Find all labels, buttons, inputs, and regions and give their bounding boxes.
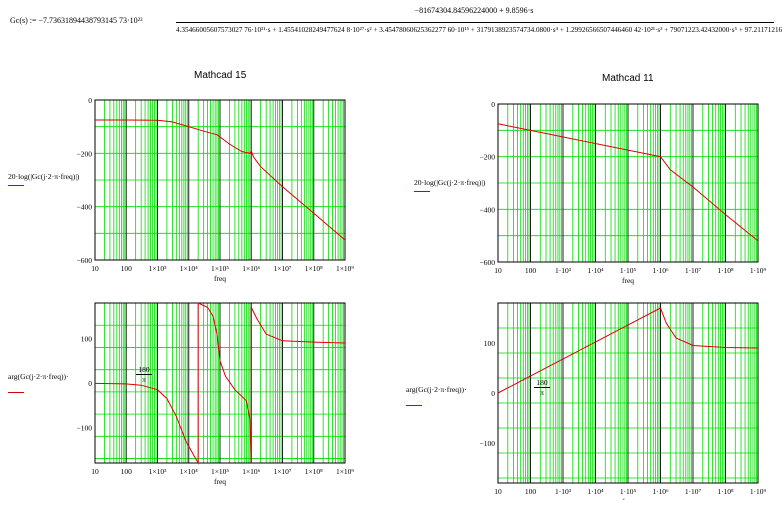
x-axis-label: freq — [622, 276, 634, 285]
y-tick-label: 0 — [491, 100, 495, 109]
phase-ylabel-right: arg(Gc(j·2·π·freq))· 180 π — [406, 378, 550, 406]
x-tick-label: 1×10⁷ — [273, 467, 291, 476]
phase-ylabel-left: arg(Gc(j·2·π·freq))· 180 π — [8, 365, 152, 393]
x-tick-label: 1×10⁸ — [305, 264, 323, 273]
x-axis-label: freq — [622, 497, 634, 500]
y-tick-label: −200 — [77, 149, 93, 158]
plot-grid — [497, 104, 759, 262]
transfer-function-definition: Gc(s) := −7.73631894438793145 73·10²³ −8… — [10, 6, 782, 46]
x-tick-label: 1·10⁹ — [750, 266, 767, 275]
y-tick-label: −400 — [77, 203, 93, 212]
title-mathcad-11: Mathcad 11 — [602, 73, 654, 84]
trace-line — [95, 119, 346, 241]
x-tick-label: 1·10⁴ — [587, 266, 604, 275]
x-tick-label: 1×10⁵ — [211, 467, 229, 476]
title-mathcad-15: Mathcad 15 — [194, 70, 247, 81]
y-tick-label: −100 — [77, 423, 93, 432]
fraction-bar — [176, 22, 774, 23]
x-tick-label: 1×10³ — [149, 264, 167, 273]
phase-plot-mathcad-11[interactable]: 10 100 1·10³ 1·10⁴ 1·10⁵ 1·10⁶ 1·10⁷ 1·10⁸ 1·10⁹… — [468, 300, 768, 500]
plot-frame — [94, 302, 346, 464]
y-tick-label: 0 — [88, 379, 92, 388]
formula-lhs: Gc(s) := −7.73631894438793145 73·10²³ — [10, 16, 143, 25]
x-tick-label: 1×10⁴ — [180, 264, 198, 273]
x-tick-label: 1×10⁴ — [180, 467, 198, 476]
y-tick-label: 100 — [81, 335, 93, 344]
x-tick-label: 1×10³ — [149, 467, 167, 476]
magnitude-ylabel-right: 20·log(|Gc(j·2·π·freq)|) — [414, 178, 485, 192]
magnitude-plot-mathcad-15[interactable]: 10 100 1×10³ 1×10⁴ 1×10⁵ 1×10⁶ 1×10⁷ 1×10⁸ 1×10⁹… — [75, 95, 365, 287]
plot-grid — [94, 100, 346, 260]
y-tick-label: −600 — [480, 258, 496, 267]
trace-line — [497, 123, 759, 242]
plot-frame — [94, 99, 346, 261]
y-tick-label: 100 — [484, 339, 496, 348]
plot-grid — [94, 303, 346, 463]
x-tick-label: 1·10⁶ — [652, 487, 669, 496]
trace-line — [497, 307, 759, 394]
magnitude-plot-mathcad-11[interactable]: 10 100 1·10³ 1·10⁴ 1·10⁵ 1·10⁶ 1·10⁷ 1·10⁸ 1·10⁹… — [468, 99, 768, 285]
plot-frame — [497, 103, 759, 263]
x-tick-label: 10 — [494, 487, 502, 496]
y-tick-label: −100 — [480, 439, 496, 448]
x-tick-label: 1·10³ — [555, 266, 572, 275]
y-tick-label: −200 — [480, 153, 496, 162]
x-tick-label: 10 — [494, 266, 502, 275]
magnitude-ylabel-left: 20·log(|Gc(j·2·π·freq)|) — [8, 172, 79, 186]
x-tick-label: 100 — [121, 264, 133, 273]
x-tick-label: 1×10⁷ — [273, 264, 291, 273]
y-tick-label: 0 — [88, 96, 92, 105]
y-tick-label: −600 — [77, 256, 93, 265]
x-tick-label: 1×10⁹ — [336, 467, 354, 476]
x-tick-label: 1·10⁷ — [685, 487, 702, 496]
x-tick-label: 1·10⁸ — [717, 487, 734, 496]
x-tick-label: 1·10⁵ — [620, 266, 637, 275]
x-tick-label: 100 — [525, 266, 537, 275]
y-tick-label: 0 — [491, 389, 495, 398]
x-tick-label: 1×10⁹ — [336, 264, 354, 273]
x-tick-label: 10 — [91, 467, 99, 476]
formula-numerator: −81674304.84596224000 + 9.8596·s — [414, 6, 534, 15]
x-tick-label: 1·10⁵ — [620, 487, 637, 496]
x-tick-label: 1×10⁵ — [211, 264, 229, 273]
phase-plot-mathcad-15[interactable]: 10 100 1×10³ 1×10⁴ 1×10⁵ 1×10⁶ 1×10⁷ 1×10⁸ 1×10⁹… — [75, 298, 365, 490]
y-tick-label: −400 — [480, 205, 496, 214]
x-tick-label: 1·10⁸ — [717, 266, 734, 275]
trace-line — [94, 302, 346, 465]
x-tick-label: 1·10⁴ — [587, 487, 604, 496]
x-tick-label: 1·10⁷ — [685, 266, 702, 275]
x-tick-label: 10 — [91, 264, 99, 273]
x-tick-label: 1×10⁶ — [242, 467, 260, 476]
x-tick-label: 100 — [525, 487, 537, 496]
formula-denominator: 4.35466005607573027 76·10³¹·s + 1.455410… — [176, 26, 782, 34]
x-tick-label: 100 — [121, 467, 133, 476]
x-tick-label: 1·10⁹ — [750, 487, 767, 496]
x-axis-label: freq — [214, 477, 226, 486]
x-tick-label: 1×10⁸ — [305, 467, 323, 476]
x-axis-label: freq — [214, 274, 226, 283]
x-tick-label: 1·10⁶ — [652, 266, 669, 275]
x-tick-label: 1×10⁶ — [242, 264, 260, 273]
x-tick-label: 1·10³ — [555, 487, 572, 496]
